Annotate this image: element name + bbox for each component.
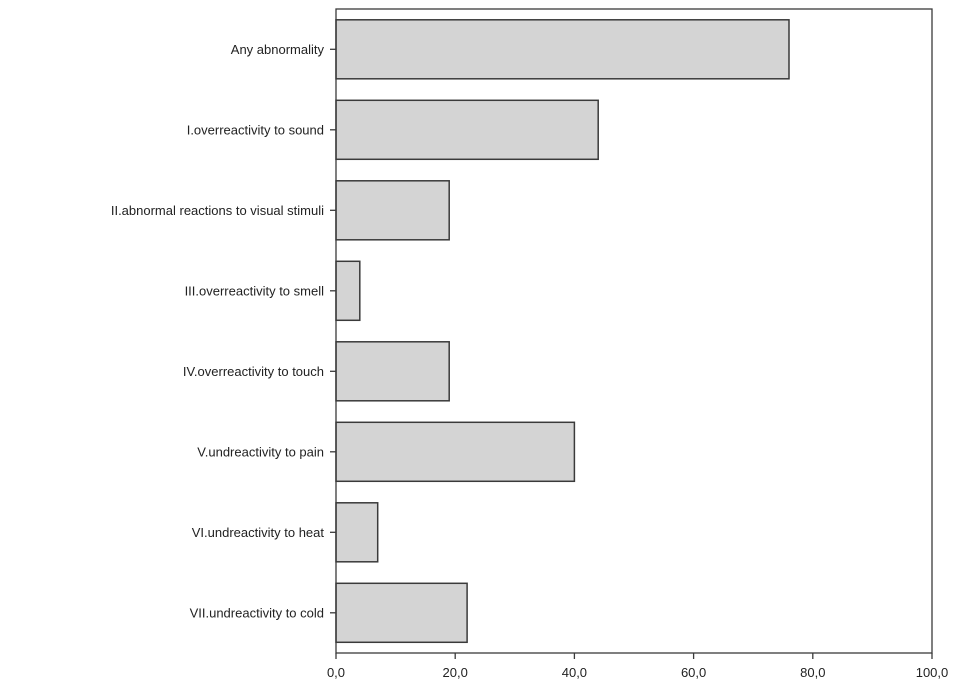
x-tick-label: 20,0 xyxy=(443,665,468,680)
y-tick-label: V.undreactivity to pain xyxy=(197,444,324,459)
y-tick-label: II.abnormal reactions to visual stimuli xyxy=(111,203,324,218)
bar xyxy=(335,421,576,483)
x-axis-tick-labels: 0,0 20,0 40,0 60,0 80,0 100,0 xyxy=(327,665,948,680)
bar xyxy=(335,582,468,644)
x-tick-label: 40,0 xyxy=(562,665,587,680)
y-tick-label: III.overreactivity to smell xyxy=(185,283,325,298)
bar xyxy=(335,180,450,241)
plot-border xyxy=(335,8,933,654)
x-tick-label: 60,0 xyxy=(681,665,706,680)
bar xyxy=(335,341,450,402)
x-tick-label: 80,0 xyxy=(800,665,825,680)
bars-layer xyxy=(335,19,790,644)
x-tick-label: 0,0 xyxy=(327,665,345,680)
y-tick-label: Any abnormality xyxy=(231,42,325,57)
bar xyxy=(335,99,599,161)
y-tick-label: I.overreactivity to sound xyxy=(187,122,324,137)
x-axis-ticks xyxy=(335,653,933,659)
x-tick-label: 100,0 xyxy=(916,665,949,680)
y-axis-ticks xyxy=(330,48,336,614)
y-axis-category-labels: Any abnormality I.overreactivity to sound… xyxy=(111,42,325,620)
bar xyxy=(335,502,379,563)
y-tick-label: VII.undreactivity to cold xyxy=(190,605,324,620)
bar xyxy=(335,260,361,322)
bar xyxy=(335,19,790,80)
y-tick-label: IV.overreactivity to touch xyxy=(183,364,324,379)
plot-frame xyxy=(335,8,933,654)
y-tick-label: VI.undreactivity to heat xyxy=(192,525,325,540)
